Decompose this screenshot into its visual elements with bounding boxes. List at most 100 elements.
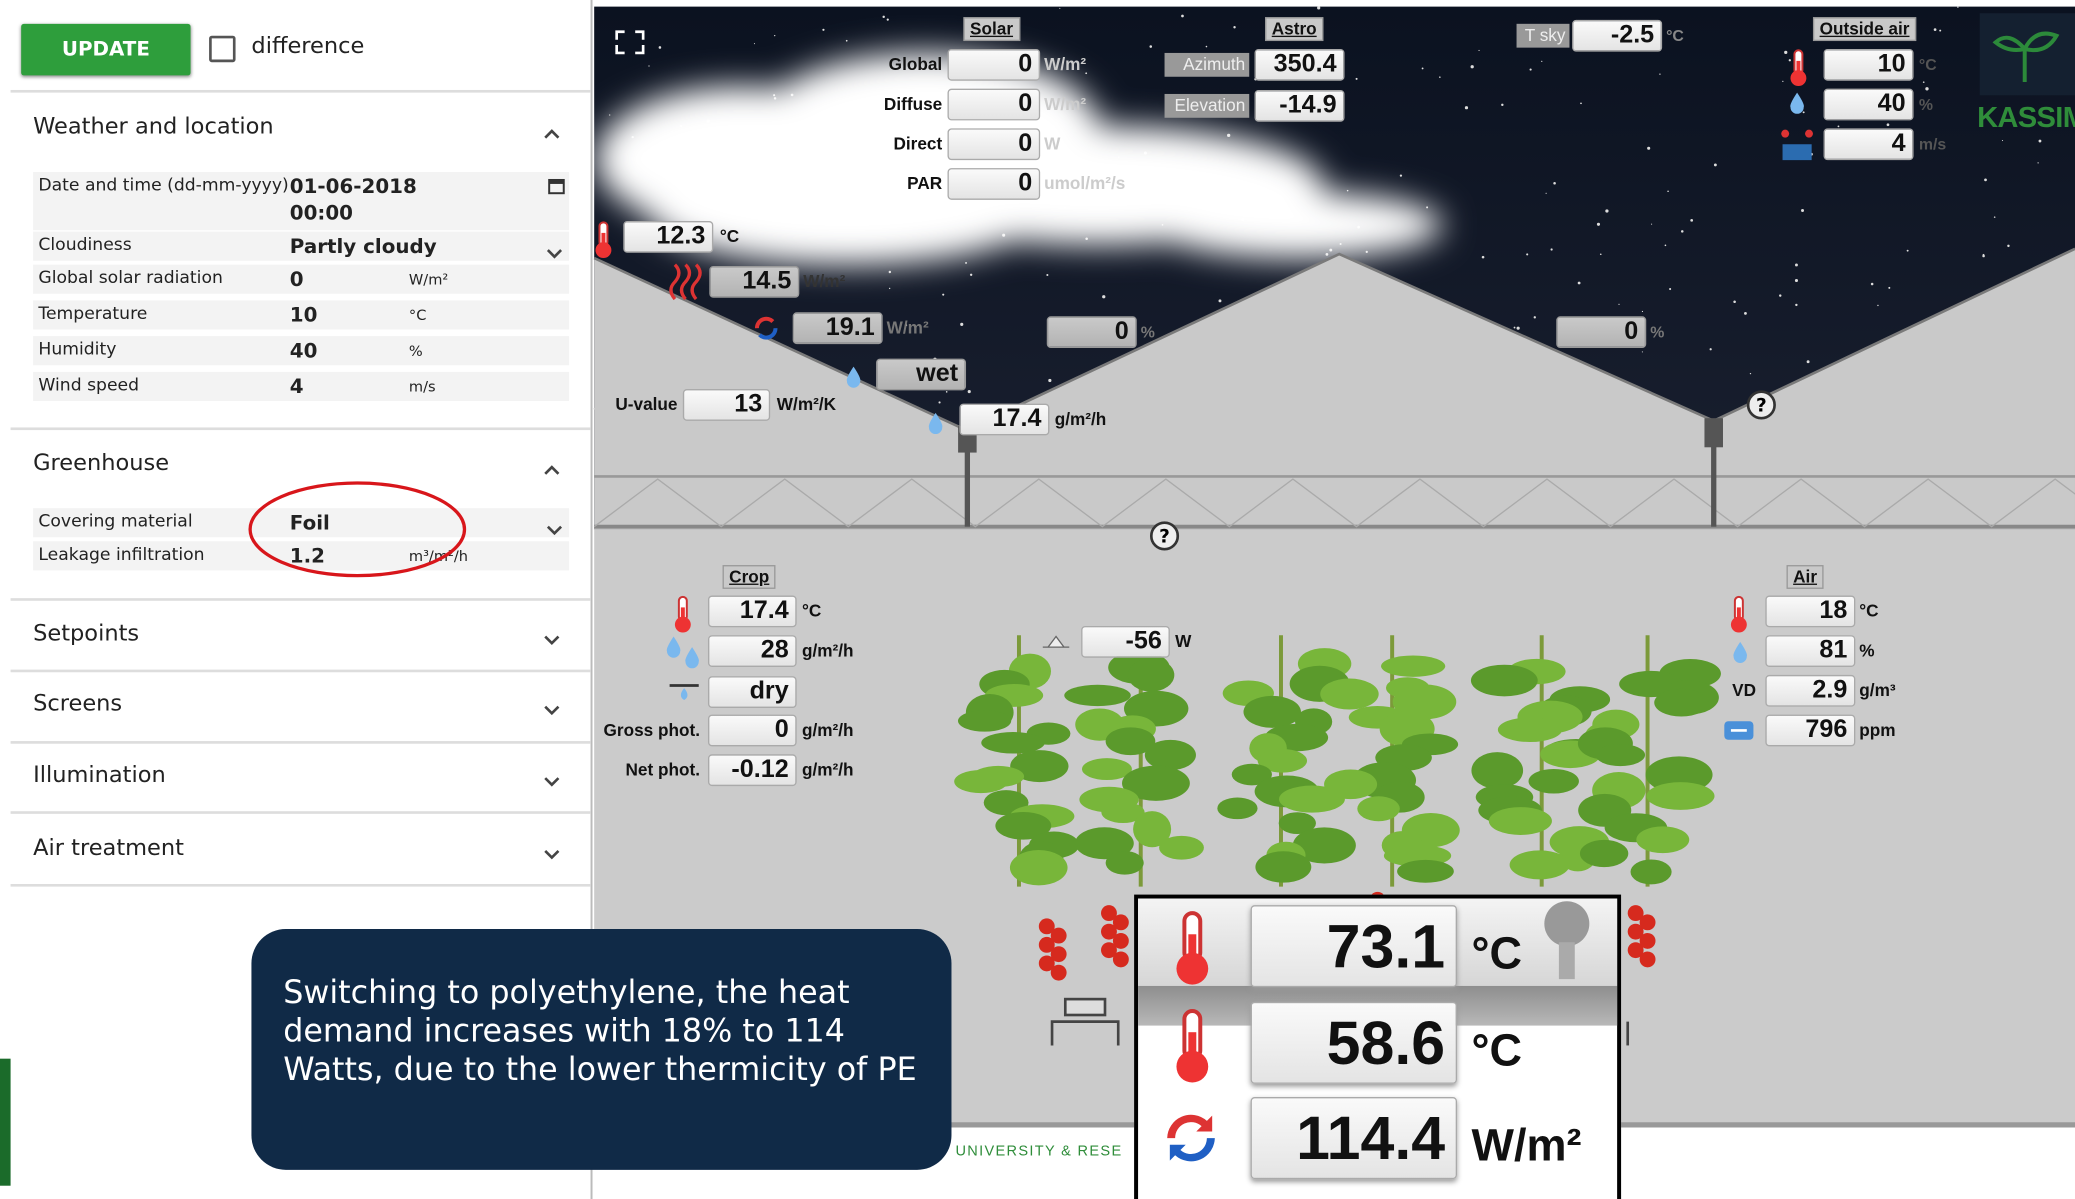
section-header[interactable]: Weather and location	[33, 113, 274, 141]
star	[1802, 111, 1805, 114]
drop-icon	[1788, 91, 1807, 115]
star	[888, 287, 891, 290]
star	[1982, 254, 1985, 258]
update-button[interactable]: UPDATE	[21, 23, 191, 76]
value-box: 13	[682, 389, 771, 421]
leaf	[1009, 849, 1068, 886]
star	[1870, 282, 1874, 286]
drop-icon	[844, 365, 863, 389]
label: °C	[1859, 600, 1879, 621]
star	[938, 401, 941, 404]
star	[1205, 45, 1208, 48]
star	[945, 391, 948, 393]
label: %	[1650, 322, 1665, 342]
tomato	[1112, 914, 1129, 931]
star	[1102, 295, 1106, 299]
value-box: 81	[1765, 635, 1856, 667]
field-unit: W/m²	[408, 271, 449, 289]
expand-icon	[543, 697, 562, 716]
star	[1906, 249, 1909, 252]
star	[2007, 244, 2010, 248]
drop-icon	[926, 412, 945, 436]
field-label: Wind speed	[38, 375, 140, 396]
expand-icon-svg	[546, 525, 563, 536]
label-box: Elevation	[1164, 93, 1250, 118]
label: ppm	[1859, 719, 1896, 740]
star	[1464, 106, 1469, 110]
star	[1059, 7, 1061, 9]
section-header[interactable]: Illumination	[33, 762, 166, 789]
star	[882, 15, 885, 19]
leaf	[1010, 750, 1069, 783]
collapse-icon	[543, 120, 562, 139]
star	[886, 18, 889, 21]
heating-pipes	[1050, 997, 1630, 1046]
leaf	[1471, 752, 1524, 789]
label: %	[1140, 322, 1155, 342]
star	[1048, 378, 1052, 383]
label: %	[1859, 640, 1875, 661]
help-icon[interactable]: ?	[1746, 390, 1776, 420]
thermometer-icon-svg	[1176, 911, 1209, 985]
tomato	[1639, 914, 1656, 931]
separator	[10, 741, 591, 744]
label: °C	[1471, 1025, 1523, 1076]
star	[1837, 125, 1840, 128]
field-value: Foil	[289, 510, 330, 535]
leaf	[1231, 763, 1272, 786]
star	[774, 34, 776, 37]
star	[1788, 59, 1791, 62]
section-header[interactable]: Greenhouse	[33, 449, 170, 477]
star	[2038, 139, 2042, 143]
field-unit: m/s	[408, 378, 436, 396]
label: °C	[1918, 55, 1937, 75]
expand-icon[interactable]	[545, 517, 564, 536]
star	[1744, 311, 1747, 315]
flux-icon-large-svg	[1167, 1114, 1215, 1162]
star	[942, 293, 945, 296]
logo-text: KASSIM	[1977, 100, 2075, 134]
help-icon[interactable]: ?	[1149, 521, 1180, 551]
field-value: 10	[289, 303, 318, 327]
section-header[interactable]: Setpoints	[33, 620, 140, 648]
label: PAR	[907, 173, 943, 194]
star	[965, 261, 967, 264]
svg-text:?: ?	[1159, 527, 1170, 548]
section-header[interactable]: Air treatment	[33, 835, 184, 862]
co2-icon	[1723, 720, 1755, 741]
value-box: 0	[707, 714, 797, 747]
label: Gross phot.	[603, 719, 701, 740]
expand-icon	[543, 842, 562, 860]
value-box: 0	[947, 48, 1041, 81]
tomato	[1639, 932, 1656, 949]
thermometer-icon	[1728, 594, 1749, 634]
star	[1886, 123, 1890, 127]
star	[1399, 174, 1403, 177]
label: °C	[719, 226, 740, 247]
highlight-ellipse-svg	[248, 481, 467, 578]
expand-icon[interactable]	[545, 241, 564, 259]
label: Net phot.	[625, 759, 701, 780]
plants	[954, 635, 1721, 981]
star	[609, 114, 611, 116]
star	[1641, 351, 1643, 353]
star	[1659, 73, 1661, 75]
leaf	[1243, 695, 1301, 728]
fullscreen-icon[interactable]	[615, 30, 645, 55]
checkbox[interactable]	[209, 35, 236, 63]
star	[1470, 65, 1474, 69]
star	[1580, 102, 1582, 105]
star	[1795, 303, 1798, 307]
leaf	[1397, 859, 1454, 883]
star	[969, 273, 973, 276]
leaf	[1105, 851, 1144, 875]
value-box: 12.3	[623, 220, 714, 253]
label: U-value	[615, 394, 678, 415]
value-box: 2.9	[1765, 674, 1856, 707]
field-row	[33, 264, 570, 294]
field-row	[33, 231, 570, 261]
section-header[interactable]: Screens	[33, 690, 123, 718]
leaf	[1392, 684, 1457, 720]
star	[904, 323, 908, 327]
heat-icon	[667, 262, 704, 302]
